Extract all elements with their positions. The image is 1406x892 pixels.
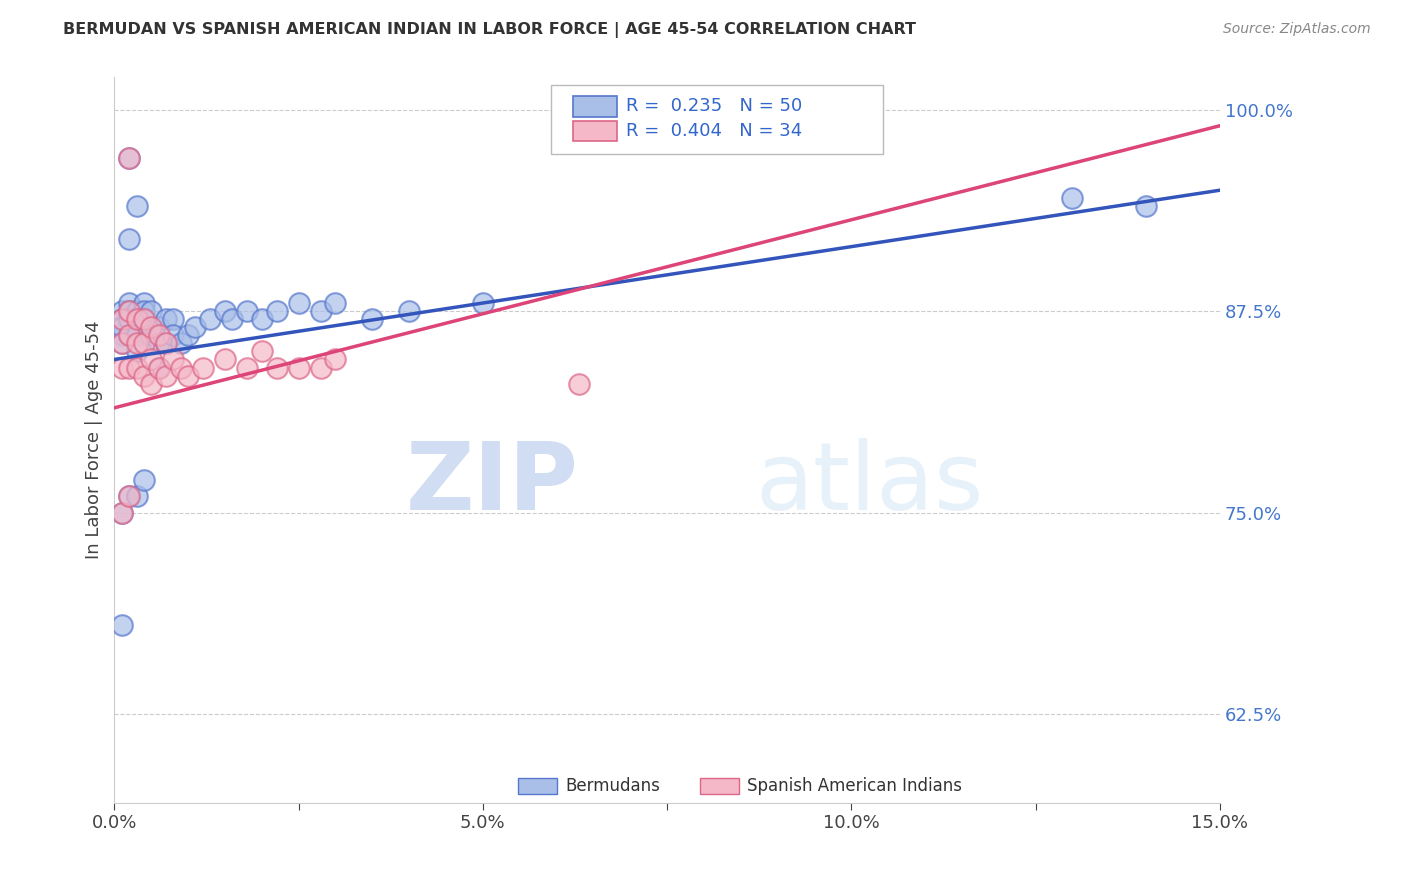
Text: R =  0.404   N = 34: R = 0.404 N = 34 <box>626 122 803 140</box>
Text: R =  0.235   N = 50: R = 0.235 N = 50 <box>626 97 803 115</box>
Point <box>184 320 207 334</box>
Point <box>111 336 134 351</box>
Point <box>214 352 236 367</box>
Point <box>287 296 309 310</box>
Point <box>177 328 200 343</box>
Point <box>132 312 155 326</box>
FancyBboxPatch shape <box>574 96 617 117</box>
Point <box>170 360 193 375</box>
Point <box>125 328 148 343</box>
Point <box>155 336 177 351</box>
Y-axis label: In Labor Force | Age 45-54: In Labor Force | Age 45-54 <box>86 321 103 559</box>
Point <box>177 368 200 383</box>
Text: ZIP: ZIP <box>406 438 579 530</box>
Point <box>398 304 420 318</box>
Point <box>361 312 384 326</box>
Point <box>148 360 170 375</box>
FancyBboxPatch shape <box>574 121 617 141</box>
Point <box>471 296 494 310</box>
Point <box>141 320 163 334</box>
Point <box>111 360 134 375</box>
Point <box>155 336 177 351</box>
FancyBboxPatch shape <box>700 778 740 794</box>
Text: atlas: atlas <box>755 438 984 530</box>
Point <box>118 328 141 343</box>
Point <box>148 328 170 343</box>
Point <box>132 304 155 318</box>
Point <box>125 490 148 504</box>
Text: Spanish American Indians: Spanish American Indians <box>747 777 962 795</box>
Point <box>118 151 141 165</box>
Point <box>132 312 155 326</box>
FancyBboxPatch shape <box>517 778 557 794</box>
Point <box>111 618 134 632</box>
Point <box>118 312 141 326</box>
Point <box>118 360 141 375</box>
Point <box>266 304 288 318</box>
Point <box>118 296 141 310</box>
Point <box>162 312 184 326</box>
Point <box>236 304 259 318</box>
Point <box>148 336 170 351</box>
Point <box>1135 199 1157 213</box>
Point <box>221 312 243 326</box>
Point <box>141 328 163 343</box>
Point <box>118 328 141 343</box>
Point <box>132 473 155 487</box>
Point <box>191 360 214 375</box>
Point <box>132 296 155 310</box>
Point <box>141 304 163 318</box>
Point <box>111 506 134 520</box>
Point <box>236 360 259 375</box>
Point <box>325 296 347 310</box>
Point <box>200 312 222 326</box>
Point <box>125 336 148 351</box>
Text: Source: ZipAtlas.com: Source: ZipAtlas.com <box>1223 22 1371 37</box>
Point <box>250 312 273 326</box>
Point <box>309 360 332 375</box>
Point <box>125 304 148 318</box>
Point <box>141 352 163 367</box>
Point <box>111 312 134 326</box>
Point <box>1062 191 1084 205</box>
Point <box>132 368 155 383</box>
Point <box>118 304 141 318</box>
Point <box>111 312 134 326</box>
Point <box>118 151 141 165</box>
Point <box>155 368 177 383</box>
Point <box>162 352 184 367</box>
Text: BERMUDAN VS SPANISH AMERICAN INDIAN IN LABOR FORCE | AGE 45-54 CORRELATION CHART: BERMUDAN VS SPANISH AMERICAN INDIAN IN L… <box>63 22 917 38</box>
Point <box>111 328 134 343</box>
Point <box>125 360 148 375</box>
Point <box>111 320 134 334</box>
Point <box>141 376 163 391</box>
Point <box>287 360 309 375</box>
Point <box>125 312 148 326</box>
Point <box>132 336 155 351</box>
FancyBboxPatch shape <box>551 85 883 153</box>
Text: Bermudans: Bermudans <box>565 777 661 795</box>
Point <box>309 304 332 318</box>
Point <box>118 490 141 504</box>
Point <box>170 336 193 351</box>
Point <box>118 304 141 318</box>
Point <box>148 360 170 375</box>
Point <box>125 199 148 213</box>
Point <box>125 312 148 326</box>
Point <box>250 344 273 359</box>
Point <box>111 506 134 520</box>
Point <box>111 336 134 351</box>
Point <box>118 490 141 504</box>
Point <box>148 320 170 334</box>
Point <box>325 352 347 367</box>
Point <box>266 360 288 375</box>
Point <box>155 312 177 326</box>
Point <box>162 328 184 343</box>
Point <box>111 304 134 318</box>
Point <box>568 376 591 391</box>
Point <box>118 231 141 245</box>
Point <box>214 304 236 318</box>
Point <box>125 344 148 359</box>
